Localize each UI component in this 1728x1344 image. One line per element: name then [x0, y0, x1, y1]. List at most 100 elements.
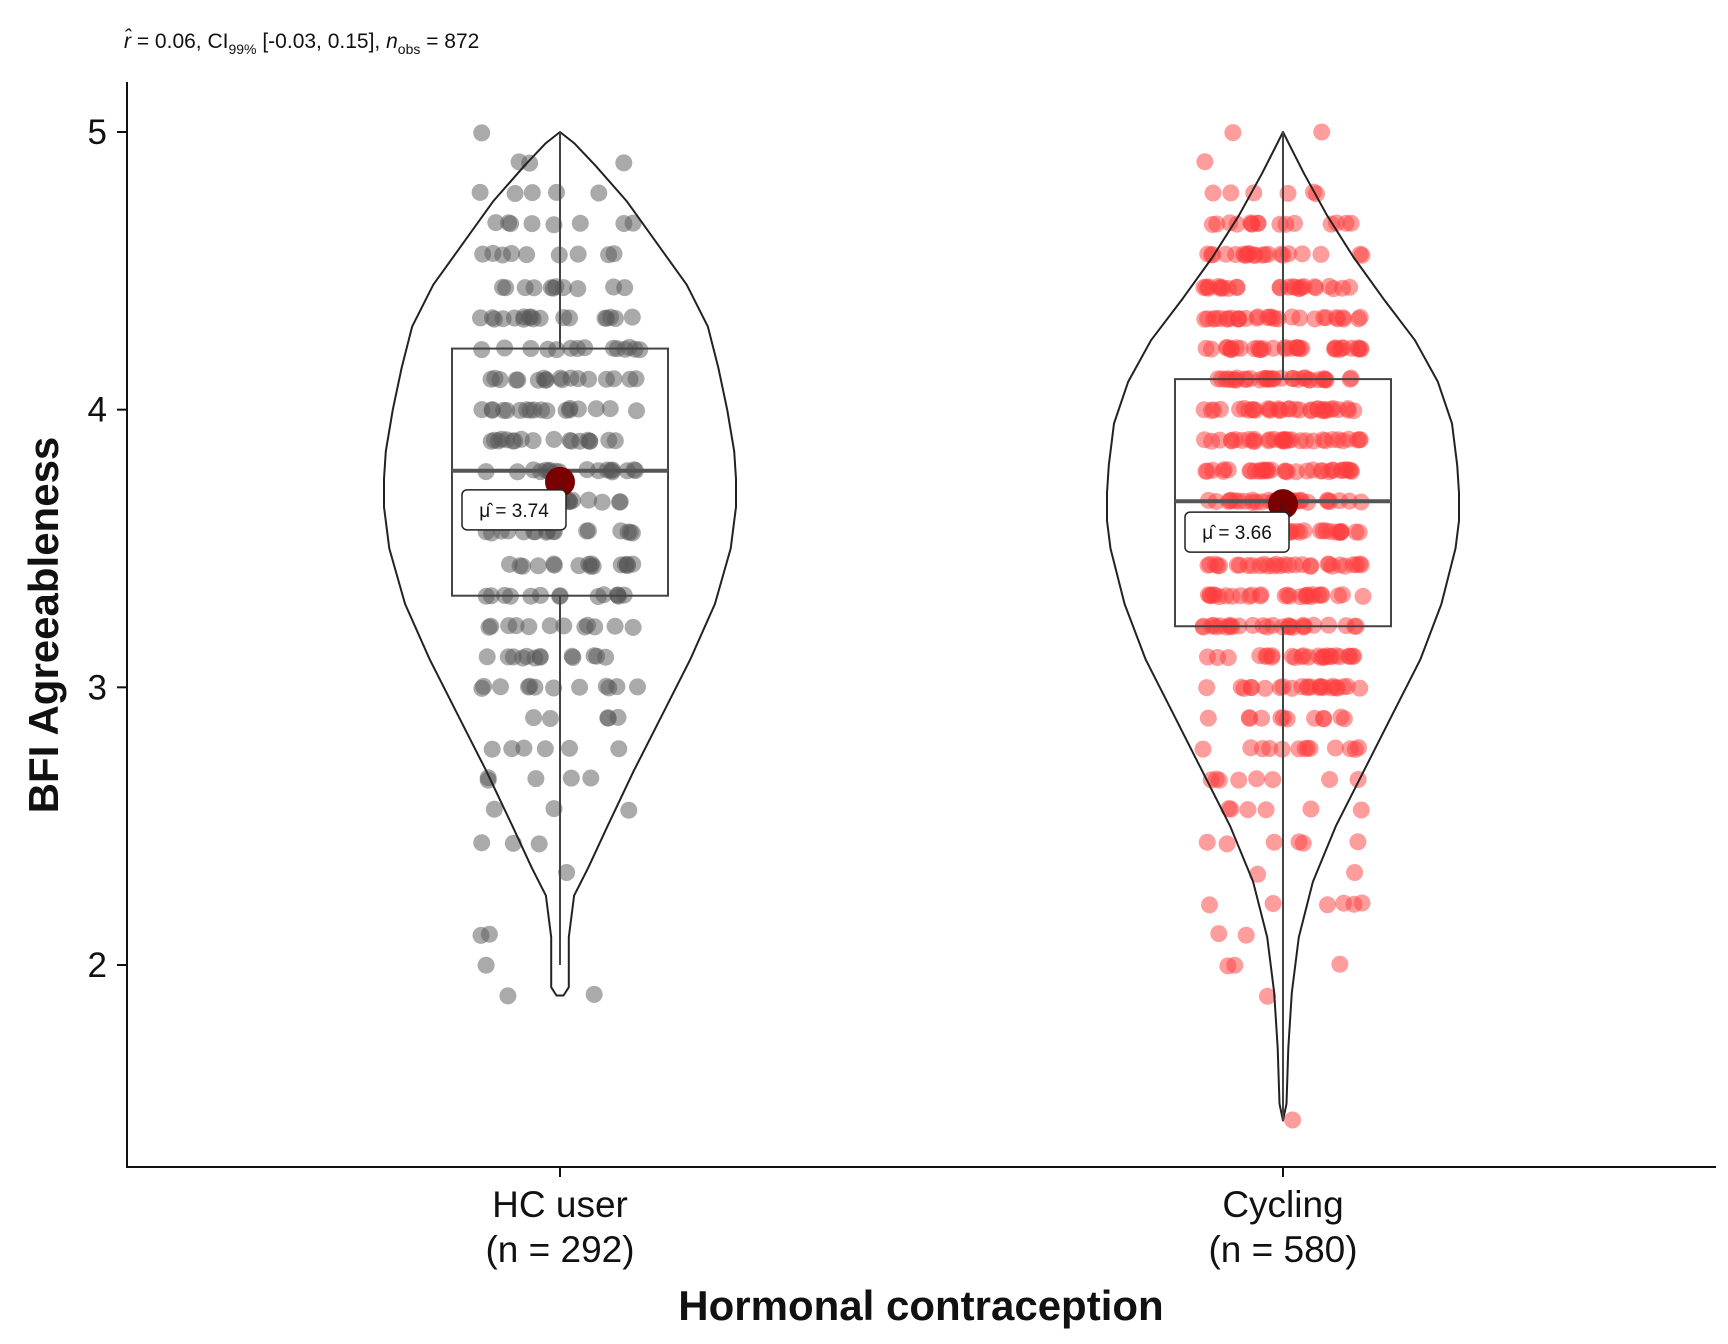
data-point — [605, 278, 623, 296]
data-point — [1228, 278, 1246, 296]
data-point — [1239, 801, 1257, 819]
data-point — [619, 523, 637, 541]
data-point — [623, 308, 641, 326]
data-point — [1286, 278, 1304, 296]
data-point — [523, 215, 541, 233]
data-point — [1261, 431, 1278, 449]
data-point — [1253, 709, 1271, 727]
data-point — [518, 246, 536, 264]
data-point — [1219, 461, 1237, 479]
data-point — [1352, 556, 1370, 574]
data-point — [1197, 339, 1215, 357]
data-point — [1271, 278, 1289, 296]
data-point — [472, 309, 489, 327]
data-point — [1196, 153, 1214, 171]
data-point — [585, 647, 603, 665]
data-point — [1315, 709, 1333, 727]
subtitle-r-hat: r̂ — [124, 29, 132, 53]
subtitle-ci-sub: 99% — [228, 41, 256, 57]
data-point — [545, 679, 563, 697]
mean-label: μ̂ = 3.74 — [479, 501, 549, 522]
data-point — [471, 183, 489, 201]
data-point — [1297, 432, 1315, 450]
data-point — [521, 154, 539, 172]
data-point — [1264, 895, 1282, 912]
data-point — [1235, 400, 1253, 417]
data-point — [1265, 833, 1283, 851]
subtitle-n-label: n — [386, 30, 398, 53]
data-point — [558, 864, 576, 881]
data-point — [1197, 278, 1215, 296]
data-point — [1242, 679, 1260, 697]
y-tick-label: 3 — [88, 668, 107, 707]
data-point — [1257, 801, 1275, 819]
data-point — [610, 740, 628, 758]
subtitle-n-sub: obs — [398, 41, 421, 57]
data-point — [597, 370, 615, 388]
data-point — [615, 215, 633, 232]
data-point — [1354, 587, 1372, 605]
data-point — [523, 184, 541, 202]
data-point — [569, 370, 587, 388]
data-point — [1306, 278, 1324, 296]
data-point — [1276, 556, 1294, 574]
data-point — [501, 555, 518, 573]
data-point — [1301, 557, 1319, 575]
data-point — [1332, 523, 1350, 541]
data-point — [1243, 586, 1261, 604]
y-axis-ticks: 2 3 4 5 — [88, 113, 127, 985]
data-point — [499, 987, 517, 1005]
data-point — [631, 341, 649, 359]
data-point — [1302, 800, 1320, 818]
data-point — [545, 800, 563, 818]
data-point — [530, 835, 548, 853]
group-cycling: μ̂ = 3.66 — [1106, 123, 1460, 1129]
data-point — [1233, 431, 1251, 449]
data-point — [545, 216, 563, 234]
data-point — [516, 279, 534, 297]
data-point — [1313, 586, 1331, 604]
data-point — [606, 617, 624, 635]
data-point — [484, 244, 502, 262]
data-point — [1349, 771, 1367, 788]
data-point — [1296, 369, 1314, 387]
data-point — [1343, 462, 1361, 480]
data-point — [1313, 462, 1331, 480]
data-point — [1211, 400, 1229, 418]
data-point — [1204, 184, 1222, 202]
data-point — [1347, 523, 1365, 541]
data-point — [1259, 987, 1276, 1005]
data-point — [564, 491, 582, 509]
x-axis-ticks: HC user(n = 292) Cycling(n = 580) — [485, 1167, 1358, 1270]
data-point — [557, 401, 575, 419]
data-point — [1199, 709, 1217, 727]
data-point — [518, 647, 536, 665]
data-point — [1210, 925, 1228, 943]
data-point — [506, 432, 524, 450]
data-point — [1246, 462, 1264, 480]
data-point — [520, 618, 538, 636]
data-point — [618, 555, 636, 573]
plot-area: μ̂ = 3.74 μ̂ = 3.66 — [383, 123, 1460, 1129]
data-point — [1240, 709, 1258, 727]
data-point — [1265, 310, 1283, 328]
x-category-count: (n = 292) — [485, 1229, 634, 1270]
data-point — [500, 617, 518, 635]
mean-label: μ̂ = 3.66 — [1202, 523, 1272, 544]
data-point — [1328, 214, 1345, 232]
data-point — [1293, 678, 1311, 696]
data-point — [1220, 800, 1238, 818]
data-point — [600, 679, 618, 697]
x-category-label: HC user — [492, 1184, 628, 1225]
data-point — [561, 309, 578, 327]
data-point — [1276, 340, 1294, 358]
data-point — [590, 184, 608, 202]
data-point — [473, 341, 491, 359]
data-point — [1352, 340, 1370, 358]
data-point — [1312, 245, 1330, 263]
data-point — [475, 677, 493, 695]
data-point — [1284, 1111, 1302, 1129]
data-point — [620, 801, 638, 819]
data-point — [497, 279, 515, 297]
